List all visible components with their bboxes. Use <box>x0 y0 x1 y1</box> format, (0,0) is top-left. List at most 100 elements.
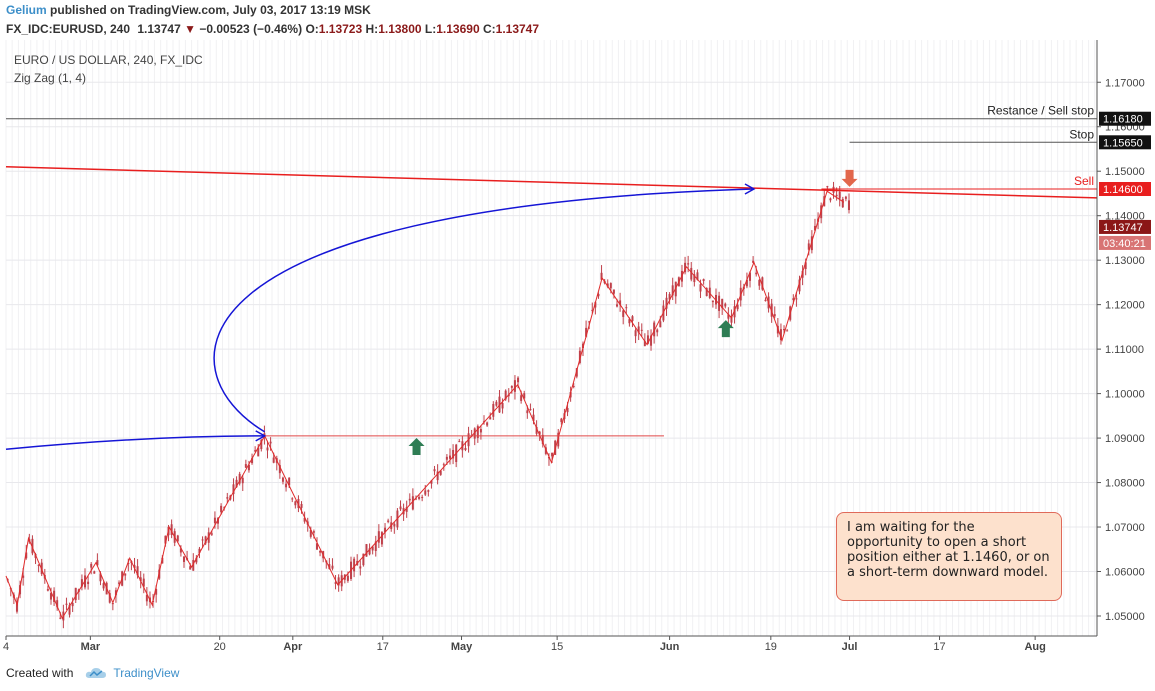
candle-body <box>238 473 241 484</box>
time-tick-label: Jul <box>842 641 858 653</box>
candle-body <box>798 279 801 292</box>
candle-body <box>155 589 158 595</box>
candle-body <box>192 559 195 571</box>
time-tick-label: 4 <box>3 641 9 653</box>
candle-body <box>835 194 838 197</box>
candle-body <box>235 479 238 488</box>
candle-body <box>745 279 748 287</box>
candle-body <box>136 566 139 576</box>
author-name[interactable]: Gelium <box>6 3 47 17</box>
candle-body <box>646 335 649 344</box>
candle-body <box>764 299 767 302</box>
chart-title: EURO / US DOLLAR, 240, FX_IDC <box>14 53 203 67</box>
candle-body <box>594 302 597 308</box>
candle-body <box>179 548 182 553</box>
tradingview-link[interactable]: TradingView <box>113 666 180 680</box>
candle-body <box>74 587 77 601</box>
candle-body <box>578 350 581 364</box>
candle-body <box>513 380 516 392</box>
candle-body <box>609 283 612 289</box>
candle-body <box>393 523 396 527</box>
candle-body <box>671 285 674 296</box>
drawing-overlays: Restance / Sell stop Stop Sell <box>5 104 1098 620</box>
candle-body <box>102 583 105 589</box>
candle-body <box>418 496 421 499</box>
price-tick-label: 1.09000 <box>1105 433 1145 445</box>
candle-body <box>606 283 609 287</box>
candle-body <box>693 274 696 283</box>
candle-body <box>353 558 356 572</box>
candle-body <box>399 506 402 510</box>
time-tick-label: Apr <box>283 641 303 653</box>
candle-body <box>476 426 479 438</box>
down-arrow-icon: ▼ <box>184 22 196 36</box>
indicator-label[interactable]: Zig Zag (1, 4) <box>14 71 87 85</box>
candle-body <box>251 458 254 464</box>
footer: Created with TradingView <box>6 666 179 680</box>
time-axis: 4 Mar 20 Apr 17 May 15 Jun 19 Jul 17 Aug <box>3 635 1097 653</box>
candle-body <box>405 507 408 512</box>
candle-body <box>510 386 513 388</box>
candle-body <box>826 186 829 188</box>
candle-body <box>22 575 25 578</box>
candle-body <box>841 198 844 208</box>
candle-body <box>761 277 764 290</box>
candle-body <box>331 565 334 569</box>
candle-body <box>749 272 752 281</box>
candle-body <box>309 529 312 537</box>
candle-body <box>711 300 714 303</box>
candle-body <box>575 368 578 377</box>
publish-text: published on TradingView.com, July 03, 2… <box>50 3 371 17</box>
candle-body <box>566 408 569 413</box>
candle-body <box>730 315 733 323</box>
candle-body <box>384 527 387 533</box>
sell-stop-price-tag: 1.16180 <box>1103 114 1143 126</box>
candle-body <box>779 329 782 341</box>
candle-body <box>161 557 164 564</box>
zigzag-line <box>5 190 845 620</box>
candle-body <box>650 335 653 346</box>
candle-body <box>303 517 306 522</box>
candle-body <box>247 464 250 471</box>
candle-body <box>464 447 467 451</box>
candle-body <box>838 191 841 199</box>
stop-price-tag-bg <box>1099 135 1151 150</box>
candle-body <box>813 225 816 231</box>
candle-body <box>597 293 600 297</box>
candle-body <box>612 289 615 294</box>
candle-body <box>213 517 216 524</box>
candle-body <box>93 571 96 574</box>
candle-body <box>541 434 544 445</box>
candle-body <box>411 496 414 510</box>
candle-body <box>619 300 622 305</box>
candle-body <box>631 316 634 322</box>
candle-body <box>46 589 49 591</box>
candle-body <box>195 557 198 563</box>
candle-body <box>297 498 300 508</box>
candle-body <box>31 538 34 554</box>
ohlc-header: FX_IDC:EURUSD, 240 1.13747 ▼ −0.00523 (−… <box>6 22 539 36</box>
candle-body <box>736 304 739 310</box>
symbol-label: FX_IDC:EURUSD, 240 <box>6 22 131 36</box>
candle-body <box>145 594 148 602</box>
candle-body <box>49 593 52 600</box>
candle-body <box>622 310 625 317</box>
price-tick-label: 1.14000 <box>1105 211 1145 223</box>
candle-body <box>427 490 430 492</box>
close-label: C: <box>482 22 496 36</box>
candle-body <box>433 469 436 472</box>
high-label: H: <box>365 22 379 36</box>
price-tick-label: 1.05000 <box>1105 611 1145 623</box>
candle-body <box>442 464 445 466</box>
candle-body <box>495 401 498 406</box>
price-chart[interactable]: Restance / Sell stop Stop Sell 1.17000 1.16… <box>0 40 1155 660</box>
candle-body <box>758 280 761 286</box>
candle-body <box>535 426 538 434</box>
candle-body <box>59 617 62 619</box>
candle-body <box>699 284 702 292</box>
candle-body <box>260 439 263 450</box>
candle-body <box>71 602 74 607</box>
price-tick-label: 1.11000 <box>1105 344 1144 356</box>
candle-body <box>226 497 229 499</box>
candle-body <box>690 267 693 280</box>
